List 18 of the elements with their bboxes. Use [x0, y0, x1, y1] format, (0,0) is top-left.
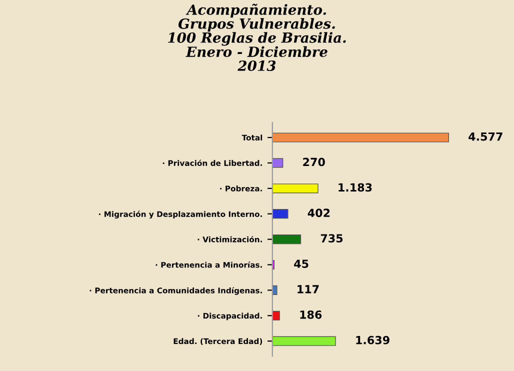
data-label: 4.577	[468, 132, 502, 141]
bar	[272, 184, 318, 194]
bar	[272, 310, 280, 320]
bar	[272, 132, 449, 142]
data-label: 735	[320, 234, 343, 243]
data-label: 1.639	[356, 336, 390, 344]
chart-title: Acompañamiento. Grupos Vulnerables. 100 Reglas de Brasilia. Enero - Diciembre 2013	[168, 4, 346, 71]
data-label: 1.183	[338, 183, 372, 192]
bar	[272, 336, 336, 346]
bar	[272, 158, 284, 168]
data-label: 402	[308, 208, 330, 218]
data-label: 45	[294, 260, 308, 268]
data-label: 270	[303, 158, 325, 166]
bar	[272, 209, 288, 219]
data-label: 117	[298, 285, 319, 294]
bar	[272, 285, 278, 295]
bar	[272, 234, 302, 244]
data-label: 186	[300, 310, 322, 319]
